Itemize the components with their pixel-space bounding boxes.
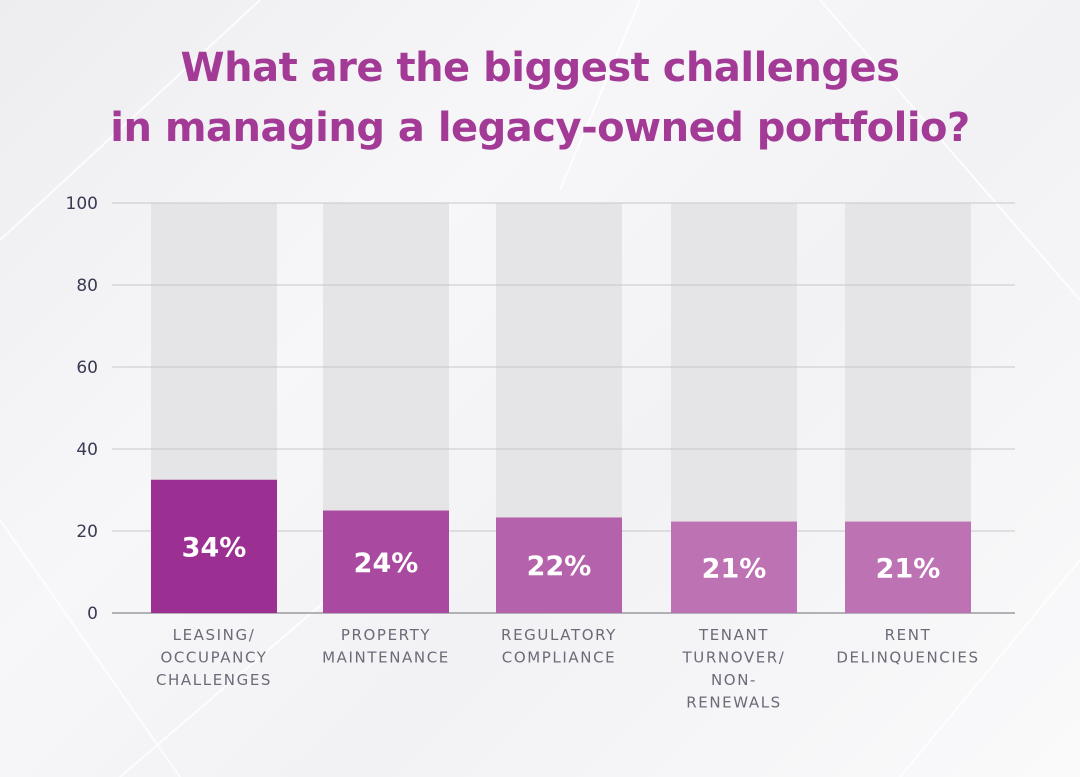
x-tick-label-2-line-1: PROPERTY bbox=[341, 626, 431, 644]
chart-title: What are the biggest challenges in manag… bbox=[0, 38, 1080, 158]
chart-title-line-1: What are the biggest challenges bbox=[180, 45, 900, 91]
chart-title-line-2: in managing a legacy-owned portfolio? bbox=[110, 105, 970, 151]
bar-value-label-3: 22% bbox=[527, 551, 592, 582]
x-tick-label-4-line-4: RENEWALS bbox=[686, 694, 782, 712]
x-tick-label-1-line-1: LEASING/ bbox=[173, 626, 256, 644]
x-tick-label-4-line-3: NON- bbox=[711, 671, 757, 689]
bar-4 bbox=[671, 521, 797, 613]
x-tick-label-1-line-3: CHALLENGES bbox=[156, 671, 272, 689]
bar-5 bbox=[845, 521, 971, 613]
bar-value-label-5: 21% bbox=[876, 553, 941, 584]
bar-1 bbox=[151, 479, 277, 613]
x-tick-label-3-line-2: COMPLIANCE bbox=[502, 649, 616, 667]
x-tick-label-1-line-2: OCCUPANCY bbox=[160, 649, 267, 667]
y-tick-label-40: 40 bbox=[76, 440, 98, 460]
bars bbox=[151, 479, 971, 613]
bar-value-label-4: 21% bbox=[702, 553, 767, 584]
x-tick-label-2-line-2: MAINTENANCE bbox=[322, 649, 450, 667]
y-tick-label-60: 60 bbox=[76, 358, 98, 378]
x-tick-label-5-line-2: DELINQUENCIES bbox=[836, 649, 979, 667]
x-axis-labels: LEASING/OCCUPANCY CHALLENGES PROPERTY MAINT… bbox=[156, 626, 979, 712]
bar-value-label-1: 34% bbox=[182, 532, 247, 563]
bar-3 bbox=[496, 517, 622, 613]
y-tick-label-0: 0 bbox=[87, 604, 98, 624]
x-tick-label-4-line-1: TENANT bbox=[698, 626, 769, 644]
x-tick-label-4-line-2: TURNOVER/ bbox=[682, 649, 786, 667]
y-tick-label-20: 20 bbox=[76, 522, 98, 542]
y-tick-label-100: 100 bbox=[66, 194, 98, 214]
bar-2 bbox=[323, 510, 449, 613]
bar-value-label-2: 24% bbox=[354, 548, 419, 579]
y-tick-label-80: 80 bbox=[76, 276, 98, 296]
bar-value-labels: 34% 24% 22% 21% 21% bbox=[182, 532, 941, 584]
x-tick-label-5-line-1: RENT bbox=[885, 626, 932, 644]
x-tick-label-3-line-1: REGULATORY bbox=[501, 626, 617, 644]
y-axis-ticks: 0 20 40 60 80 100 bbox=[66, 194, 98, 624]
